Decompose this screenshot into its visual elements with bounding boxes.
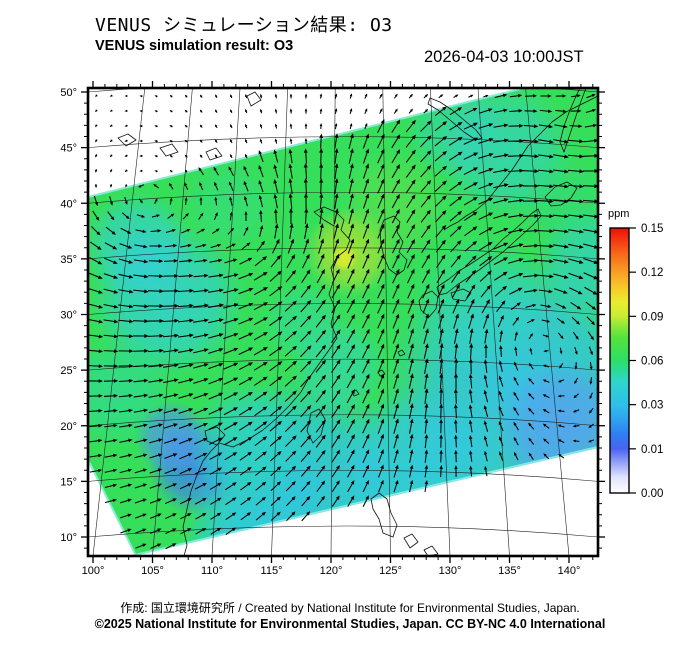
colorbar-tick-label: 0.03: [641, 400, 663, 412]
page-title-japanese: VENUS シミュレーション結果: O3: [95, 15, 393, 36]
lat-axis-ticks: 50° 45° 40° 35° 30° 25° 20° 15° 10°: [60, 87, 605, 549]
svg-text:15°: 15°: [60, 476, 77, 488]
svg-text:20°: 20°: [60, 421, 77, 433]
svg-text:30°: 30°: [60, 310, 77, 322]
svg-text:50°: 50°: [60, 87, 77, 99]
ozone-concentration-field: [88, 88, 598, 556]
colorbar-tick-label: 0.12: [641, 267, 663, 279]
svg-text:35°: 35°: [60, 254, 77, 266]
svg-text:45°: 45°: [60, 143, 77, 155]
colorbar-legend: 0.15 0.12 0.09 0.06 0.03 0.01 0.00 ppm: [608, 208, 663, 500]
colorbar-unit-label: ppm: [608, 208, 629, 220]
svg-text:120°: 120°: [320, 565, 343, 577]
svg-text:25°: 25°: [60, 365, 77, 377]
svg-text:135°: 135°: [498, 565, 521, 577]
colorbar-tick-label: 0.15: [641, 223, 663, 235]
license-line: ©2025 National Institute for Environment…: [94, 617, 606, 631]
svg-text:125°: 125°: [379, 565, 402, 577]
colorbar-tick-label: 0.06: [641, 356, 663, 368]
svg-text:140°: 140°: [558, 565, 581, 577]
svg-text:105°: 105°: [141, 565, 164, 577]
svg-text:110°: 110°: [201, 565, 223, 577]
page-title-english: VENUS simulation result: O3: [95, 38, 294, 54]
forecast-datetime: 2026-04-03 10:00JST: [424, 48, 584, 66]
svg-text:40°: 40°: [60, 198, 77, 210]
svg-text:100°: 100°: [82, 565, 105, 577]
svg-text:115°: 115°: [261, 565, 283, 577]
lon-axis-ticks: 100° 105° 110° 115° 120° 125° 130° 135° 140°: [82, 81, 594, 577]
graticule-grid: [88, 88, 598, 556]
colorbar-tick-label: 0.01: [641, 444, 663, 456]
colorbar-tick-label: 0.09: [641, 311, 663, 323]
svg-text:10°: 10°: [60, 532, 77, 544]
colorbar-tick-label: 0.00: [641, 488, 663, 500]
wind-vector-arrows: [88, 93, 598, 550]
map-frame-and-axes: 50°45°40°35°30°25°20°15°10°100° 105° 110° 1…: [60, 81, 605, 577]
credit-line: 作成: 国立環境研究所 / Created by National Instit…: [120, 601, 580, 615]
svg-text:130°: 130°: [439, 565, 462, 577]
